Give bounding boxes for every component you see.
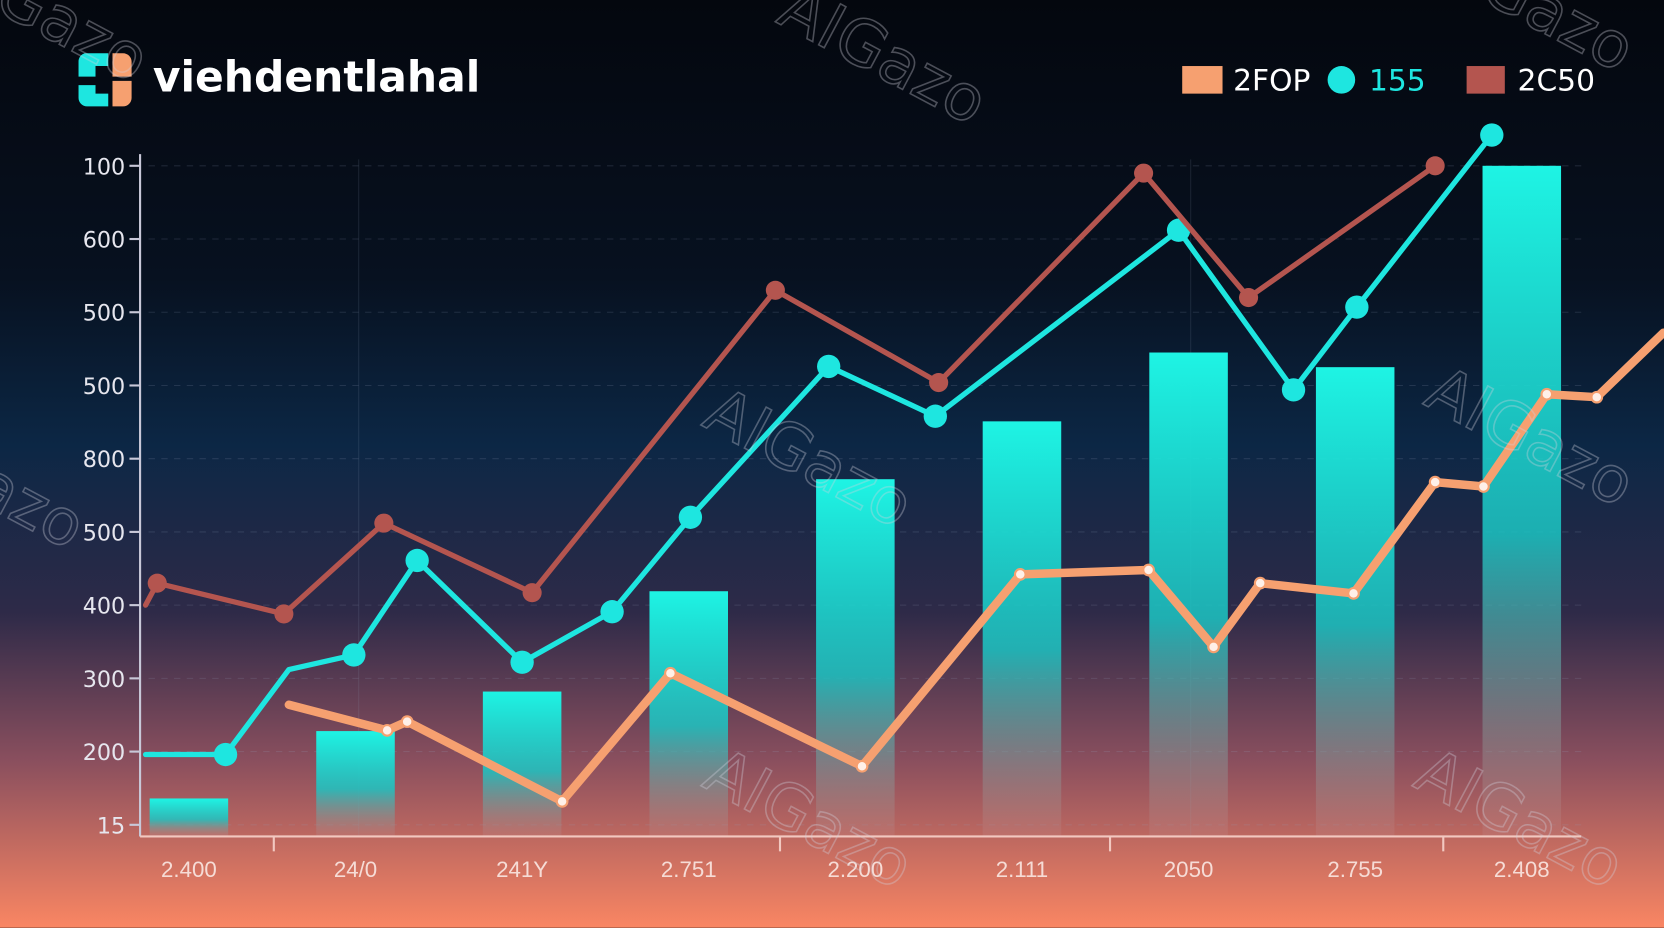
legend-swatch-cyan bbox=[1327, 66, 1356, 94]
x-tick-label: 2.755 bbox=[1327, 857, 1383, 882]
bar bbox=[1482, 165, 1562, 837]
bar bbox=[816, 479, 895, 837]
data-point bbox=[1428, 475, 1442, 489]
y-tick-label: 500 bbox=[83, 520, 126, 546]
series-line bbox=[142, 132, 1495, 758]
x-tick-label: 2.111 bbox=[996, 857, 1048, 882]
x-tick-label: 2.751 bbox=[661, 857, 717, 882]
legend: 2FOP 155 2C50 bbox=[1182, 63, 1595, 98]
data-point bbox=[1134, 163, 1154, 183]
data-point bbox=[678, 505, 703, 529]
data-point bbox=[1207, 640, 1220, 654]
data-point bbox=[1013, 568, 1027, 581]
x-tick-label: 2.400 bbox=[161, 857, 217, 882]
y-tick-label: 600 bbox=[83, 228, 126, 254]
data-point bbox=[400, 715, 414, 728]
axes bbox=[139, 154, 1582, 838]
series-lines bbox=[142, 123, 1664, 808]
series-line bbox=[284, 328, 1664, 806]
data-point bbox=[1142, 563, 1155, 577]
x-tick-label: 2050 bbox=[1164, 857, 1214, 882]
data-point bbox=[1477, 480, 1490, 493]
data-point bbox=[855, 759, 869, 773]
y-tick-label: 100 bbox=[83, 154, 126, 180]
bar bbox=[1315, 367, 1395, 837]
y-ticks: 15 200 300 400 500 800 500 500 600 100 bbox=[83, 154, 141, 839]
y-tick-label: 500 bbox=[83, 374, 126, 400]
x-ticks: 2.400 24/0 241Y 2.751 2.200 2.111 2050 2.755 2.4… bbox=[161, 836, 1550, 882]
x-tick-label: 241Y bbox=[496, 857, 548, 882]
bar bbox=[649, 591, 728, 837]
y-tick-label: 500 bbox=[83, 301, 126, 327]
legend-label: 2C50 bbox=[1518, 63, 1595, 98]
data-point bbox=[1345, 295, 1369, 319]
legend-swatch-orange bbox=[1182, 66, 1223, 94]
legend-label: 155 bbox=[1369, 63, 1426, 98]
data-point bbox=[1540, 387, 1554, 401]
bar bbox=[316, 731, 395, 837]
x-tick-label: 24/0 bbox=[334, 857, 377, 882]
data-point bbox=[555, 795, 569, 808]
data-point bbox=[374, 513, 394, 533]
data-point bbox=[522, 583, 542, 603]
legend-swatch-red bbox=[1466, 66, 1505, 94]
y-tick-label: 200 bbox=[83, 740, 126, 766]
bar bbox=[149, 798, 229, 837]
x-tick-label: 2.200 bbox=[827, 857, 883, 882]
data-point bbox=[1253, 576, 1267, 590]
data-point bbox=[342, 643, 366, 667]
bars bbox=[149, 165, 1562, 837]
logo-icon bbox=[78, 53, 132, 107]
data-point bbox=[405, 548, 429, 573]
data-point bbox=[1425, 156, 1445, 176]
chart-title: viehdentlahal bbox=[153, 54, 480, 103]
x-tick-label: 2.408 bbox=[1494, 857, 1550, 882]
data-point bbox=[765, 280, 785, 300]
data-point bbox=[1239, 288, 1259, 308]
data-point bbox=[213, 742, 238, 767]
y-tick-label: 400 bbox=[83, 594, 126, 620]
data-point bbox=[1480, 123, 1504, 147]
series-line bbox=[142, 163, 1438, 617]
data-point bbox=[817, 354, 841, 379]
data-point bbox=[380, 723, 394, 737]
data-point bbox=[1347, 587, 1360, 600]
data-point bbox=[1590, 390, 1604, 404]
bar bbox=[982, 421, 1062, 837]
data-point bbox=[929, 372, 949, 393]
legend-label: 2FOP bbox=[1233, 63, 1310, 98]
data-point bbox=[147, 573, 167, 593]
data-point bbox=[510, 650, 534, 674]
bar bbox=[1149, 352, 1228, 837]
y-tick-label: 15 bbox=[97, 813, 125, 839]
data-point bbox=[923, 404, 947, 428]
data-point bbox=[600, 600, 624, 624]
data-point bbox=[274, 604, 294, 624]
y-tick-label: 800 bbox=[83, 447, 126, 473]
y-tick-label: 300 bbox=[83, 667, 126, 693]
data-point bbox=[664, 666, 677, 680]
data-point bbox=[1281, 378, 1306, 402]
